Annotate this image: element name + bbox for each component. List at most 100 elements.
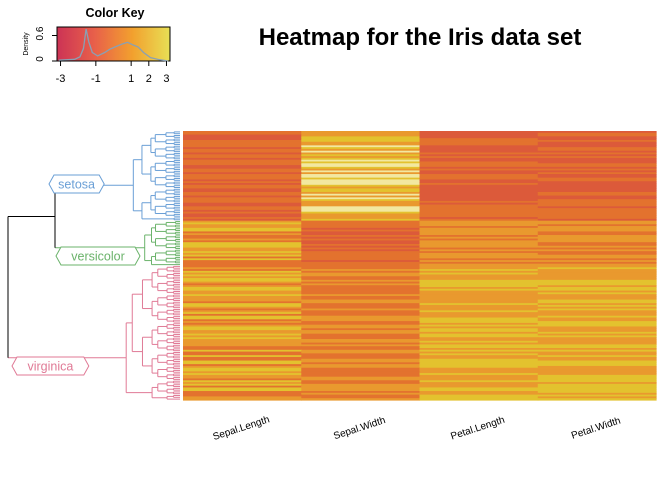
heatmap-cell (183, 145, 302, 148)
heatmap-cell (537, 358, 657, 362)
heatmap-cell (183, 353, 302, 356)
heatmap-cell (301, 260, 421, 263)
heatmap-cell (301, 374, 421, 378)
heatmap-cell (301, 166, 421, 170)
heatmap-cell (419, 349, 539, 353)
heatmap-cell (301, 159, 421, 163)
heatmap-cell (419, 378, 539, 381)
heatmap-cell (301, 148, 421, 152)
heatmap-cell (537, 371, 657, 374)
heatmap-cell (419, 371, 539, 374)
heatmap-cell (183, 139, 302, 143)
heatmap-cell (537, 240, 657, 243)
heatmap-cell (419, 351, 539, 354)
heatmap-cell (419, 294, 539, 297)
heatmap-cell (183, 172, 302, 175)
heatmap-cell (537, 209, 657, 213)
heatmap-cell (419, 166, 539, 170)
heatmap-cell (301, 394, 421, 398)
color-key-x-tick-label: 3 (163, 73, 169, 85)
heatmap-cell (183, 322, 302, 326)
heatmap-cell (419, 184, 539, 188)
heatmap-cell (183, 371, 302, 374)
heatmap-cell (537, 172, 657, 175)
heatmap-cell (301, 226, 421, 229)
heatmap-cell (419, 335, 539, 338)
heatmap-cell (419, 310, 539, 313)
heatmap-cell (183, 394, 302, 398)
heatmap-cell (537, 181, 657, 184)
heatmap-cell (301, 356, 421, 360)
heatmap-cell (537, 303, 657, 306)
heatmap-cell (301, 179, 421, 182)
heatmap-cell (301, 172, 421, 175)
heatmap-cell (301, 208, 421, 211)
heatmap-cell (537, 211, 657, 215)
heatmap-cell (301, 136, 421, 139)
heatmap-cell (301, 251, 421, 254)
heatmap-cell (419, 131, 539, 134)
heatmap-cell (537, 163, 657, 166)
heatmap-cell (419, 374, 539, 378)
heatmap-cell (183, 197, 302, 200)
heatmap-cell (419, 303, 539, 306)
heatmap-cell (301, 227, 421, 231)
heatmap-cell (183, 339, 302, 342)
heatmap-cell (419, 342, 539, 345)
heatmap-cell (537, 256, 657, 259)
heatmap-cell (183, 261, 302, 265)
heatmap-cell (419, 387, 539, 390)
heatmap-cell (183, 270, 302, 274)
heatmap-cell (183, 258, 302, 261)
heatmap-cell (183, 131, 302, 134)
heatmap-cell (301, 134, 421, 137)
heatmap-cell (183, 328, 302, 331)
heatmap-cell (183, 326, 302, 329)
heatmap-cell (537, 251, 657, 254)
color-key-y-tick-label: 0 (35, 56, 46, 62)
heatmap-cell (183, 260, 302, 263)
heatmap-cell (301, 274, 421, 277)
heatmap-cell (183, 204, 302, 207)
heatmap-cell (537, 141, 657, 145)
heatmap-cell (183, 183, 302, 186)
heatmap-cell (183, 166, 302, 170)
heatmap-cell (419, 161, 539, 164)
heatmap-cell (537, 339, 657, 342)
heatmap-cell (183, 256, 302, 259)
heatmap-cell (301, 322, 421, 326)
heatmap-cell (537, 132, 657, 136)
heatmap-cell (419, 145, 539, 148)
heatmap-cell (183, 290, 302, 293)
heatmap-cell (537, 312, 657, 315)
heatmap-cell (537, 317, 657, 320)
heatmap-cell (419, 136, 539, 139)
column-label: Sepal.Length (212, 414, 271, 443)
heatmap-cell (419, 365, 539, 369)
heatmap-cell (301, 243, 421, 247)
heatmap-cell (183, 159, 302, 163)
heatmap-cell (301, 229, 421, 233)
heatmap-cell (537, 197, 657, 200)
heatmap-cell (419, 315, 539, 319)
heatmap-cell (183, 331, 302, 335)
heatmap-cell (419, 222, 539, 225)
heatmap-cell (183, 161, 302, 164)
heatmap-cell (301, 373, 421, 376)
heatmap-cell (301, 321, 421, 324)
heatmap-cell (183, 365, 302, 369)
heatmap-cell (301, 319, 421, 322)
heatmap-cell (183, 132, 302, 136)
heatmap-cell (537, 156, 657, 159)
heatmap-cell (301, 220, 421, 224)
heatmap-cell (419, 175, 539, 179)
heatmap-cell (183, 267, 302, 270)
heatmap-cell (537, 326, 657, 329)
heatmap-cell (183, 292, 302, 295)
heatmap-cell (419, 148, 539, 152)
heatmap-cell (419, 391, 539, 394)
heatmap-cell (419, 339, 539, 342)
heatmap-cell (301, 224, 421, 227)
heatmap-cell (183, 389, 302, 392)
heatmap-cell (537, 362, 657, 365)
